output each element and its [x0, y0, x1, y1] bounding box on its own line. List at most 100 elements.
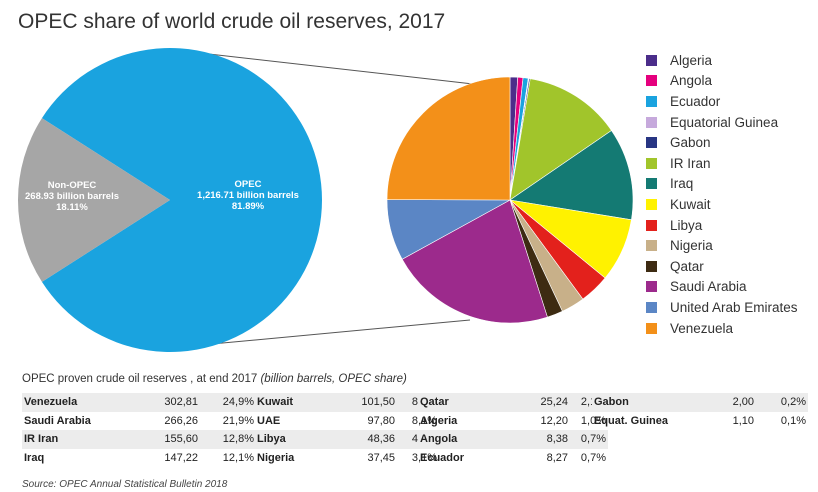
legend-swatch — [646, 54, 657, 66]
legend-item-ir-iran: IR Iran — [646, 153, 798, 174]
legend-item-algeria: Algeria — [646, 50, 798, 71]
legend-swatch — [646, 301, 657, 313]
share-cell: 0,1% — [780, 414, 806, 427]
reserves-cell: 8,38 — [498, 430, 570, 449]
legend-label: Algeria — [670, 52, 713, 68]
table-row: Equat. Guinea 1,10 0,1% — [592, 412, 808, 431]
legend-swatch — [646, 137, 657, 149]
table-caption: OPEC proven crude oil reserves , at end … — [22, 373, 407, 385]
pie-label-opec: OPEC 1,216.71 billion barrels 81.89% — [197, 179, 299, 212]
reserves-cell: 37,45 — [367, 451, 395, 464]
legend-swatch — [646, 157, 657, 169]
table-row: Ecuador 8,27 0,7% — [418, 449, 608, 468]
legend-label: Saudi Arabia — [670, 279, 747, 295]
legend-label: Gabon — [670, 135, 711, 151]
share-cell: 24,9% — [200, 393, 256, 412]
reserves-cell: 97,80 — [367, 414, 395, 427]
reserves-cell: 147,22 — [164, 451, 198, 464]
reserves-cell: 12,20 — [540, 414, 568, 427]
share-cell: 12,8% — [200, 430, 256, 449]
legend-item-nigeria: Nigeria — [646, 235, 798, 256]
legend-label: IR Iran — [670, 155, 711, 171]
legend-item-venezuela: Venezuela — [646, 318, 798, 339]
table-row: Algeria 12,20 1,0% — [418, 412, 608, 431]
country-cell: Libya — [255, 430, 323, 449]
country-cell: IR Iran — [22, 430, 126, 449]
legend-item-united-arab-emirates: United Arab Emirates — [646, 297, 798, 318]
connector-line-top — [164, 48, 474, 85]
pie-slice-saudi-arabia — [401, 199, 548, 324]
pie-slice-non-opec — [17, 118, 170, 282]
legend-label: Angola — [670, 73, 713, 89]
share-cell: 0,7% — [580, 451, 606, 464]
country-cell: Qatar — [418, 393, 498, 412]
legend-label: Qatar — [670, 258, 704, 274]
country-cell: Iraq — [24, 451, 45, 464]
share-cell: 12,1% — [222, 451, 254, 464]
reserves-cell: 2,00 — [690, 393, 756, 412]
reserves-cell: 1,10 — [732, 414, 754, 427]
legend-swatch — [646, 219, 657, 231]
table-caption-units: (billion barrels, OPEC share) — [260, 373, 407, 385]
pie-slice-venezuela — [386, 76, 511, 201]
legend-swatch — [646, 116, 657, 128]
source-note: Source: OPEC Annual Statistical Bulletin… — [22, 479, 228, 490]
table-row: UAE 97,80 8,1% — [255, 412, 439, 431]
share-cell: 8,1% — [411, 414, 437, 427]
chart-legend: Algeria Angola Ecuador Equatorial Guinea Gab… — [646, 50, 798, 338]
legend-item-saudi-arabia: Saudi Arabia — [646, 277, 798, 298]
country-cell: Gabon — [592, 393, 690, 412]
legend-label: Libya — [670, 217, 703, 233]
pie-slice-opec — [41, 48, 322, 353]
legend-item-qatar: Qatar — [646, 256, 798, 277]
country-cell: Ecuador — [420, 451, 465, 464]
legend-swatch — [646, 240, 657, 252]
legend-label: Ecuador — [670, 93, 721, 109]
legend-label: United Arab Emirates — [670, 299, 798, 315]
reserves-cell: 266,26 — [164, 414, 198, 427]
table-caption-text: OPEC proven crude oil reserves , at end … — [22, 373, 258, 385]
table-row: Angola 8,38 0,7% — [418, 430, 608, 449]
country-cell: Saudi Arabia — [24, 414, 91, 427]
share-cell: 0,2% — [756, 393, 808, 412]
reserves-cell: 8,27 — [546, 451, 568, 464]
country-cell: Algeria — [420, 414, 458, 427]
legend-label: Kuwait — [670, 196, 711, 212]
legend-item-ecuador: Ecuador — [646, 91, 798, 112]
country-cell: Angola — [418, 430, 498, 449]
country-cell: Nigeria — [257, 451, 295, 464]
legend-item-libya: Libya — [646, 215, 798, 236]
table-row: Iraq 147,22 12,1% — [22, 449, 256, 468]
pie-slice-iraq — [509, 130, 634, 221]
legend-item-iraq: Iraq — [646, 174, 798, 195]
legend-label: Equatorial Guinea — [670, 114, 779, 130]
chart-title: OPEC share of world crude oil reserves, … — [18, 10, 446, 33]
legend-swatch — [646, 260, 657, 272]
reserves-cell: 155,60 — [126, 430, 200, 449]
country-cell: Kuwait — [255, 393, 323, 412]
legend-item-angola: Angola — [646, 71, 798, 92]
legend-swatch — [646, 281, 657, 293]
legend-swatch — [646, 198, 657, 210]
pie-label-non-opec: Non-OPEC 268.93 billion barrels 18.11% — [25, 180, 119, 213]
table-row: Nigeria 37,45 3,1% — [255, 449, 439, 468]
pie-slice-ir-iran — [509, 78, 612, 201]
legend-item-equatorial-guinea: Equatorial Guinea — [646, 112, 798, 133]
table-row: IR Iran 155,60 12,8% — [22, 430, 256, 449]
share-cell: 0,7% — [570, 430, 608, 449]
table-row: Gabon 2,00 0,2% — [592, 393, 808, 412]
legend-item-gabon: Gabon — [646, 132, 798, 153]
table-row: Saudi Arabia 266,26 21,9% — [22, 412, 256, 431]
reserves-table-block-4: Gabon 2,00 0,2% Equat. Guinea 1,10 0,1% — [592, 393, 808, 430]
reserves-cell: 101,50 — [323, 393, 397, 412]
share-cell: 21,9% — [222, 414, 254, 427]
legend-swatch — [646, 322, 657, 334]
country-cell: Venezuela — [22, 393, 126, 412]
reserves-table-block-1: Venezuela 302,81 24,9% Saudi Arabia 266,26 21… — [22, 393, 256, 467]
